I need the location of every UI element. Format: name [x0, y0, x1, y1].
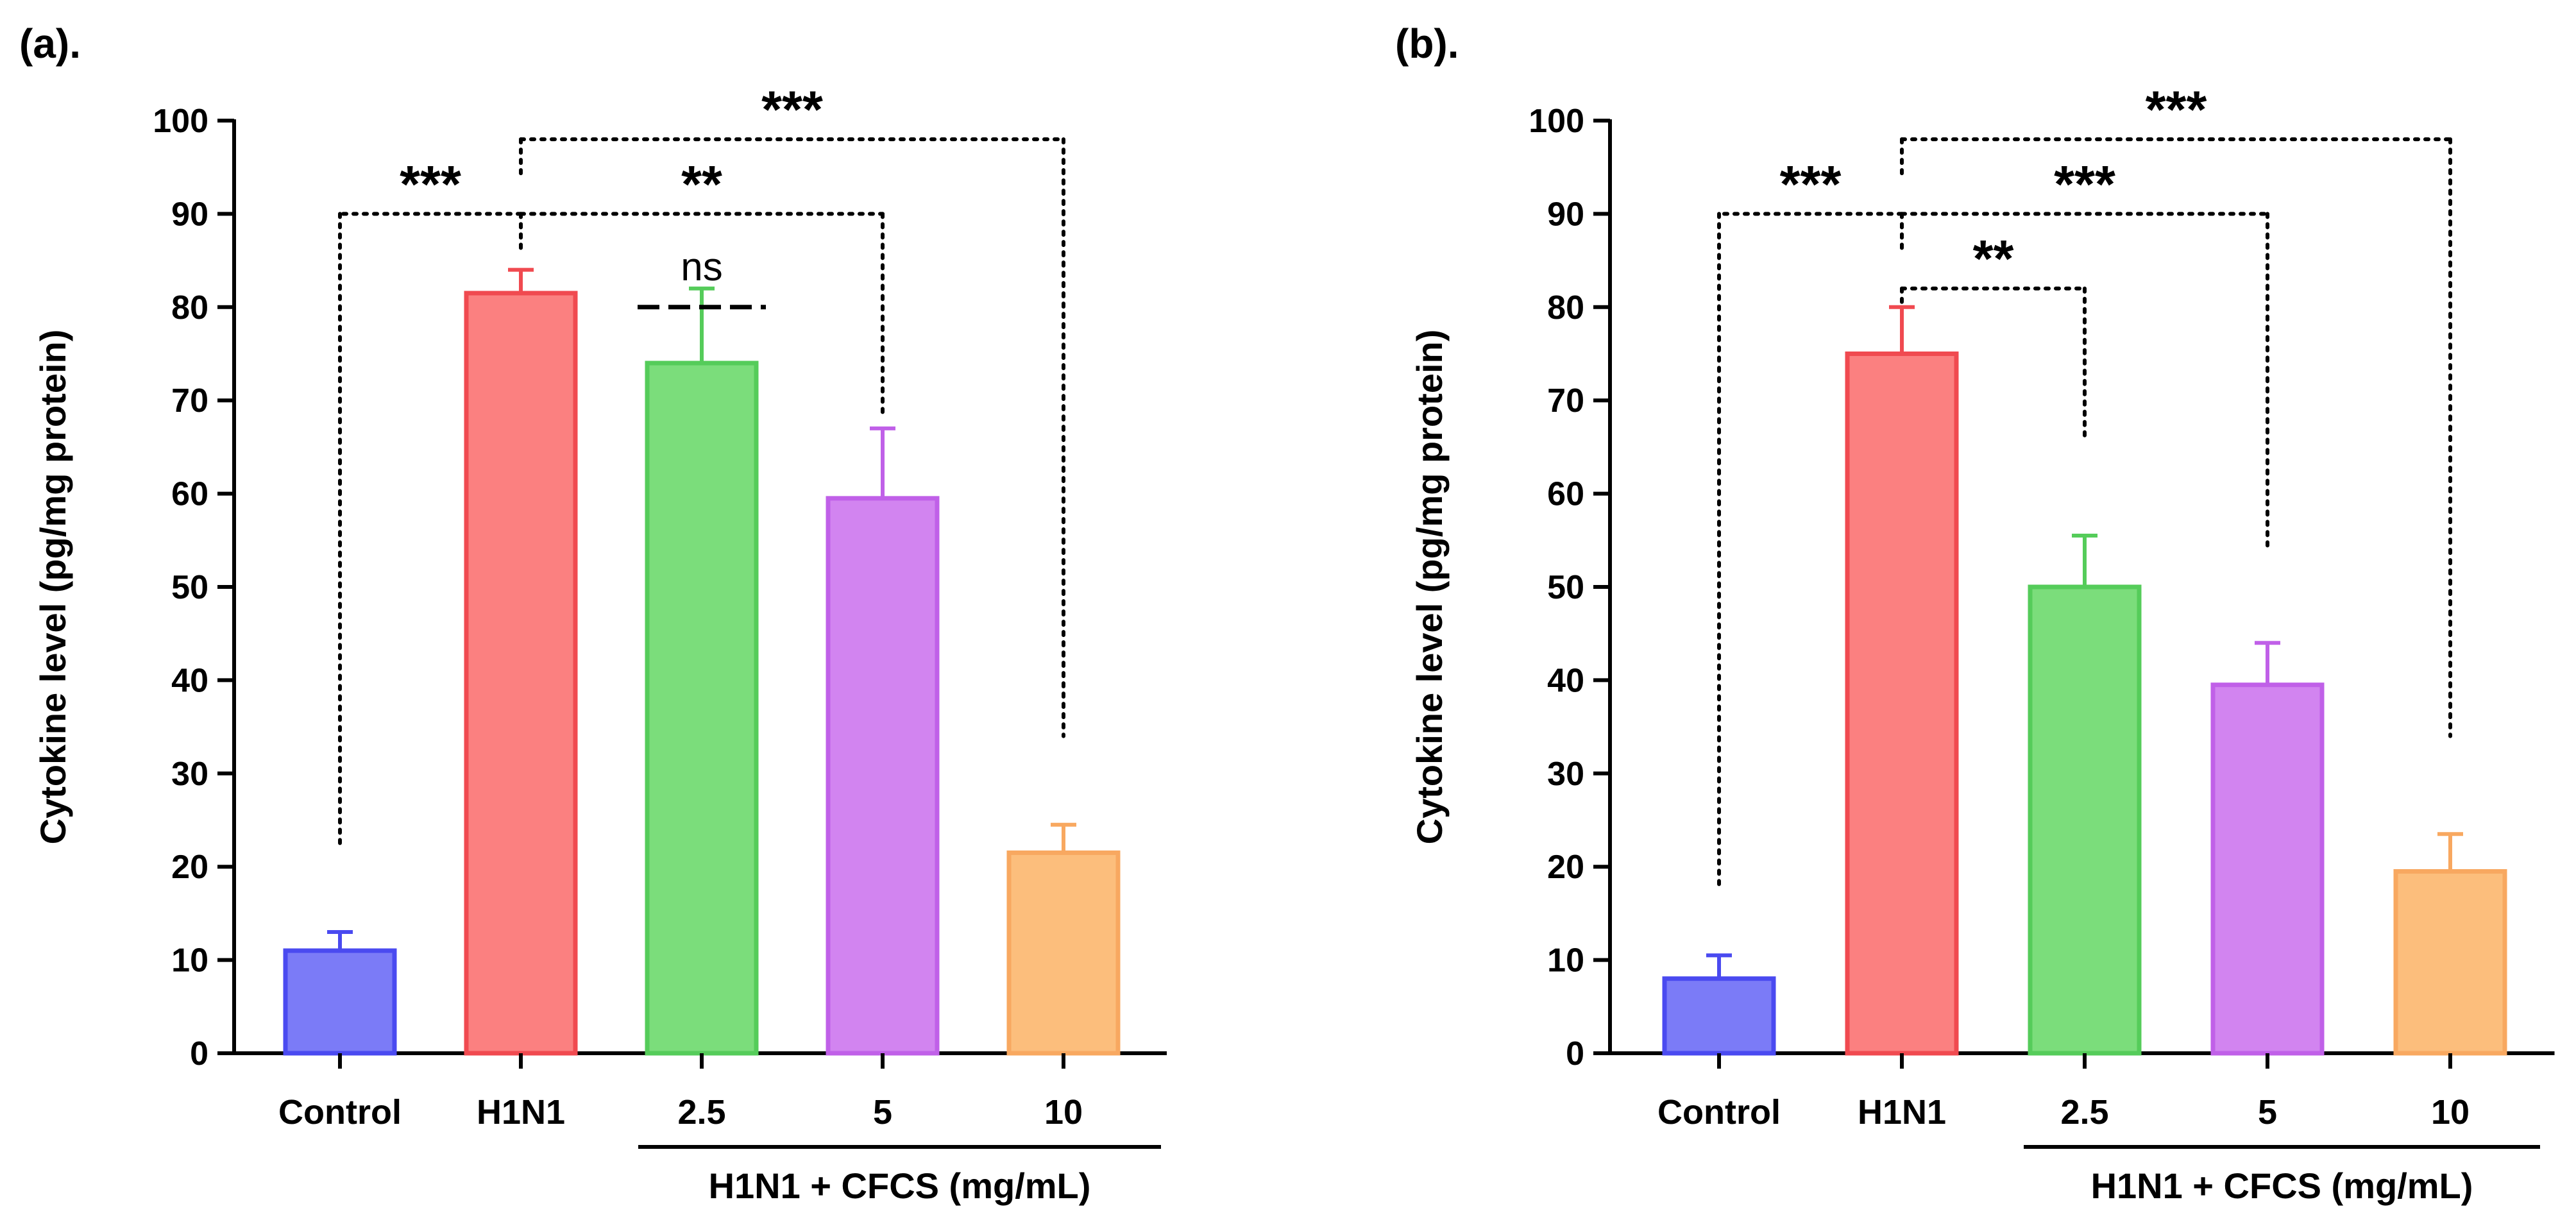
y-axis-label: Cytokine level (pg/mg protein)	[1409, 330, 1450, 845]
y-tick-label: 20	[171, 849, 208, 886]
significance-label: ***	[2146, 81, 2207, 139]
y-tick-label: 80	[171, 289, 208, 326]
group-label: H1N1 + CFCS (mg/mL)	[2091, 1165, 2473, 1206]
panel-label: (a).	[19, 21, 81, 67]
y-tick-label: 50	[171, 569, 208, 606]
category-label: 5	[2258, 1093, 2277, 1132]
y-tick-label: 70	[171, 382, 208, 420]
category-label: 10	[2431, 1093, 2470, 1132]
y-tick-label: 30	[1547, 756, 1584, 793]
panel-a: (a). 0 10 20 30 40 50 60 70 80 90 100 Cytokine level…	[19, 21, 1167, 1206]
significance-label: ***	[761, 81, 823, 139]
y-tick-label: 30	[171, 756, 208, 793]
y-tick-label: 10	[171, 942, 208, 979]
y-tick-label: 60	[1547, 476, 1584, 513]
bar-3	[2210, 682, 2325, 1056]
bar-4	[1006, 850, 1121, 1056]
bar-0	[283, 948, 397, 1056]
panel-b: (b). 0 10 20 30 40 50 60 70 80 90 100 Cytokine level…	[1395, 21, 2555, 1206]
group-label: H1N1 + CFCS (mg/mL)	[709, 1165, 1091, 1206]
category-label: Control	[1657, 1093, 1781, 1132]
y-tick-label: 0	[190, 1035, 208, 1072]
y-tick-label: 10	[1547, 942, 1584, 979]
bar-0	[1662, 976, 1776, 1056]
category-label: 2.5	[677, 1093, 725, 1132]
y-tick-label: 80	[1547, 289, 1584, 326]
category-label: 5	[873, 1093, 892, 1132]
bar-4	[2393, 869, 2507, 1056]
y-tick-label: 20	[1547, 849, 1584, 886]
significance-label: **	[681, 155, 722, 214]
y-tick-label: 90	[171, 196, 208, 233]
category-label: 10	[1044, 1093, 1083, 1132]
y-tick-label: 100	[153, 103, 208, 140]
bar-3	[826, 496, 940, 1056]
significance-label: ***	[2054, 155, 2115, 214]
y-tick-label: 70	[1547, 382, 1584, 420]
y-tick-label: 60	[171, 476, 208, 513]
bar-2	[2028, 584, 2142, 1056]
category-label: H1N1	[477, 1093, 565, 1132]
significance-label: ***	[400, 155, 461, 214]
significance-label: ns	[681, 245, 722, 289]
category-label: Control	[278, 1093, 402, 1132]
y-tick-label: 100	[1529, 103, 1584, 140]
bar-1	[464, 291, 578, 1056]
y-tick-label: 90	[1547, 196, 1584, 233]
significance-label: **	[1973, 230, 2014, 289]
category-label: H1N1	[1858, 1093, 1946, 1132]
panel-label: (b).	[1395, 21, 1459, 67]
bar-2	[645, 360, 759, 1056]
y-tick-label: 50	[1547, 569, 1584, 606]
bar-1	[1845, 352, 1959, 1056]
category-label: 2.5	[2060, 1093, 2108, 1132]
y-tick-label: 40	[171, 662, 208, 699]
y-tick-label: 40	[1547, 662, 1584, 699]
y-tick-label: 0	[1566, 1035, 1584, 1072]
y-axis-label: Cytokine level (pg/mg protein)	[33, 330, 73, 845]
significance-label: ***	[1780, 155, 1842, 214]
